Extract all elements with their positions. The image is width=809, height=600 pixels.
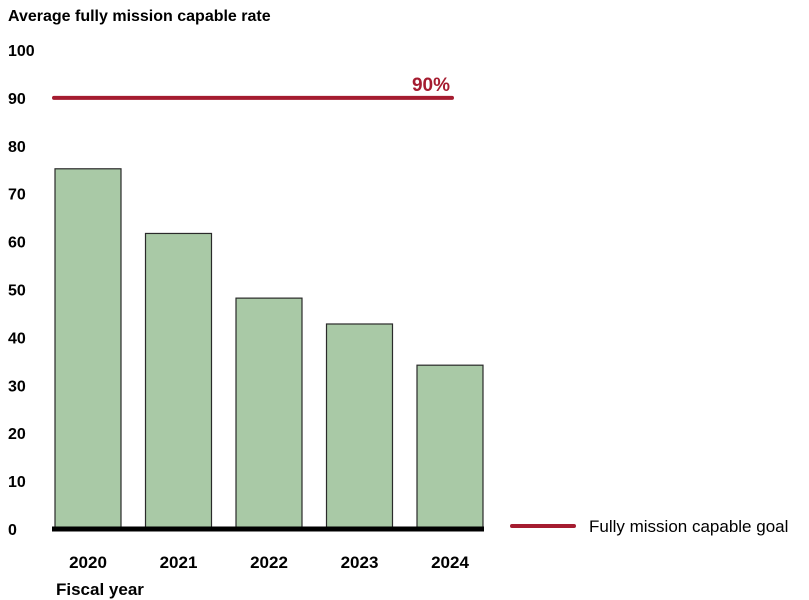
- x-tick-label: 2020: [69, 553, 107, 572]
- x-tick-label: 2023: [341, 553, 379, 572]
- bar-2024: [416, 364, 484, 530]
- y-tick-label: 20: [8, 426, 26, 443]
- bar-2020: [54, 168, 122, 530]
- y-tick-label: 30: [8, 378, 26, 395]
- bar-2021: [144, 232, 213, 530]
- x-tick-label: 2021: [160, 553, 198, 572]
- goal-label: 90%: [412, 75, 450, 96]
- x-axis-title: Fiscal year: [56, 580, 144, 599]
- x-tick-label: 2022: [250, 553, 288, 572]
- y-tick-label: 70: [8, 187, 26, 204]
- y-tick-label: 60: [8, 235, 26, 252]
- bar-2023: [325, 323, 394, 530]
- y-tick-label: 10: [8, 474, 26, 491]
- y-tick-label: 100: [8, 43, 35, 60]
- y-axis-title: Average fully mission capable rate: [8, 8, 271, 25]
- legend-label-goal: Fully mission capable goal: [589, 517, 788, 536]
- bar-2022: [235, 297, 303, 530]
- y-tick-label: 0: [8, 522, 17, 539]
- y-tick-label: 80: [8, 139, 26, 156]
- y-tick-label: 40: [8, 330, 26, 347]
- y-tick-label: 50: [8, 283, 26, 300]
- y-tick-label: 90: [8, 91, 26, 108]
- x-tick-label: 2024: [431, 553, 469, 572]
